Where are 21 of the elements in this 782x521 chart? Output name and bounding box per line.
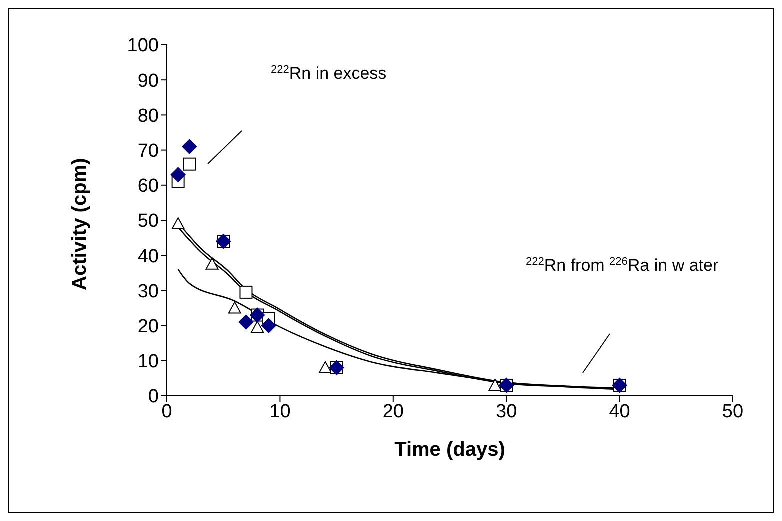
y-tick-label: 30 <box>138 281 159 302</box>
y-tick-label: 90 <box>138 70 159 92</box>
x-tick-label: 30 <box>496 401 518 422</box>
y-axis-title: Activity (cpm) <box>69 158 92 290</box>
x-axis-title: Time (days) <box>394 439 506 461</box>
x-tick-label: 20 <box>382 401 404 422</box>
x-tick-label: 40 <box>609 401 630 422</box>
annotation: $^{222}$Rn in excess <box>271 64 387 83</box>
y-tick-label: 10 <box>138 352 159 373</box>
x-tick-label: 50 <box>722 401 744 422</box>
y-tick-label: 70 <box>138 141 159 162</box>
y-tick-label: 20 <box>138 316 159 338</box>
x-tick-label: 0 <box>162 401 172 422</box>
y-tick-label: 60 <box>138 176 159 198</box>
y-tick-label: 80 <box>138 106 159 127</box>
y-tick-label: 0 <box>148 386 159 408</box>
y-tick-label: 40 <box>138 246 159 268</box>
x-tick-label: 10 <box>270 401 291 422</box>
y-tick-label: 50 <box>138 211 159 232</box>
annotation: $^{222}$Rn from $^{226}$Ra in w ater <box>526 256 719 275</box>
y-tick-label: 100 <box>127 36 159 57</box>
